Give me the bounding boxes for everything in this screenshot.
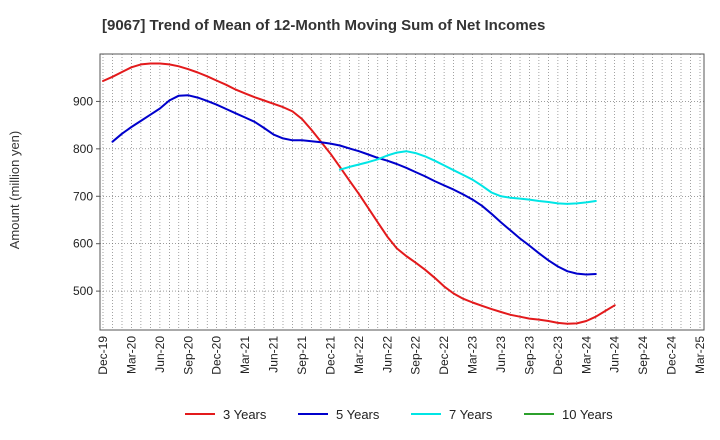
x-tick-label: Sep-21 <box>295 336 309 375</box>
x-tick-label: Jun-22 <box>380 336 394 373</box>
y-tick-label: 500 <box>73 284 93 298</box>
x-tick-label: Dec-22 <box>437 336 451 375</box>
series-line-7-years <box>338 150 597 205</box>
x-tick-label: Jun-21 <box>267 336 281 373</box>
x-tick-label: Sep-24 <box>636 336 650 375</box>
x-tick-label: Dec-20 <box>210 336 224 375</box>
series-line-5-years <box>111 94 597 276</box>
x-tick-label: Jun-24 <box>608 336 622 373</box>
legend-label: 3 Years <box>223 407 267 422</box>
y-axis-label: Amount (million yen) <box>7 131 22 250</box>
x-tick-label: Dec-23 <box>551 336 565 375</box>
y-tick-label: 600 <box>73 237 93 251</box>
x-tick-label: Sep-20 <box>181 336 195 375</box>
x-tick-label: Mar-22 <box>352 336 366 374</box>
y-tick-labels: 500 600 700 800 900 <box>73 94 100 298</box>
grid-lines <box>100 54 704 330</box>
x-tick-label: Dec-24 <box>665 336 679 375</box>
x-tick-label: Mar-24 <box>579 336 593 374</box>
x-tick-label: Jun-23 <box>494 336 508 373</box>
plot-frame <box>99 53 705 331</box>
legend-label: 10 Years <box>562 407 613 422</box>
legend-label: 5 Years <box>336 407 380 422</box>
x-tick-label: Dec-21 <box>323 336 337 375</box>
series-lines <box>102 62 616 325</box>
x-tick-label: Mar-20 <box>124 336 138 374</box>
y-tick-label: 900 <box>73 94 93 108</box>
series-line-3-years <box>102 62 616 325</box>
x-tick-label: Sep-23 <box>522 336 536 375</box>
y-tick-label: 700 <box>73 189 93 203</box>
x-tick-label: Dec-19 <box>96 336 110 375</box>
x-tick-label: Mar-25 <box>693 336 707 374</box>
x-tick-labels: Dec-19 Mar-20 Jun-20 Sep-20 Dec-20 Mar-21 Jun-… <box>96 336 707 375</box>
x-tick-label: Mar-23 <box>466 336 480 374</box>
chart-title: [9067] Trend of Mean of 12-Month Moving … <box>102 17 545 34</box>
x-tick-label: Mar-21 <box>238 336 252 374</box>
legend: 3 Years 5 Years 7 Years 10 Years <box>185 407 613 422</box>
x-tick-label: Jun-20 <box>153 336 167 373</box>
y-tick-label: 800 <box>73 142 93 156</box>
legend-label: 7 Years <box>449 407 493 422</box>
x-tick-label: Sep-22 <box>409 336 423 375</box>
